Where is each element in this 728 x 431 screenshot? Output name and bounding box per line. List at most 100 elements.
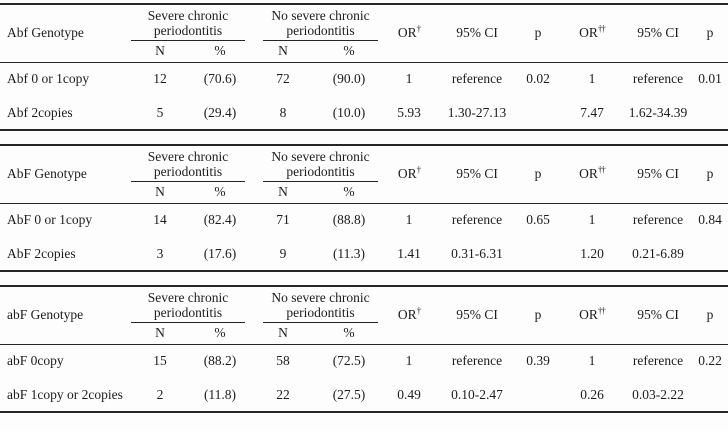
ci-crude-cell: reference [438, 202, 517, 237]
or-crude-cell: 1 [380, 61, 439, 96]
no-severe-n-cell: 58 [248, 343, 318, 378]
severe-n-cell: 2 [156, 386, 164, 402]
no-severe-pct-cell: (10.0) [332, 104, 366, 120]
or-adjusted-header: OR†† [579, 164, 606, 182]
table-row: AbF 0 or 1copy 14 (82.4) 71 (88.8) 1 ref… [0, 202, 728, 237]
dagger-icon: † [416, 164, 421, 175]
or-adjusted-cell: 1 [560, 61, 625, 96]
or-crude-cell: 5.93 [397, 104, 421, 120]
ci-crude-cell: reference [438, 61, 517, 96]
table-row: Abf 0 or 1copy 12 (70.6) 72 (90.0) 1 ref… [0, 61, 728, 96]
p-adjusted-cell [692, 96, 728, 130]
p-crude-header: p [534, 25, 542, 41]
header-row-groups: Abf Genotype Severe chronic periodontiti… [0, 4, 728, 41]
no-severe-n-cell: 8 [279, 104, 287, 120]
or-adjusted-cell: 1.20 [580, 245, 604, 261]
no-severe-group-header: No severe chronic periodontitis [248, 4, 380, 41]
p-adjusted-header: p [706, 25, 714, 41]
no-severe-pct-header: % [343, 43, 355, 59]
genotype-column-header: abF Genotype [7, 307, 84, 323]
table-row: Abf 2copies 5 (29.4) 8 (10.0) 5.93 1.30-… [0, 96, 728, 130]
no-severe-pct-cell: (90.0) [318, 61, 381, 96]
ci-crude-header: 95% CI [456, 307, 498, 323]
header-row-n-pct: N % N % [0, 323, 728, 344]
p-crude-cell: 0.02 [516, 61, 561, 96]
or-adjusted-cell: 0.26 [580, 386, 604, 402]
severe-group-header: Severe chronic periodontitis [128, 145, 248, 182]
ci-adjusted-cell: 0.03-2.22 [632, 386, 684, 402]
genotype-table-abf: Abf Genotype Severe chronic periodontiti… [0, 3, 728, 131]
genotype-table-abF: abF Genotype Severe chronic periodontiti… [0, 285, 728, 413]
or-crude-cell: 1 [380, 202, 439, 237]
severe-n-cell: 3 [156, 245, 164, 261]
p-crude-header: p [534, 307, 542, 323]
or-crude-cell: 0.49 [397, 386, 421, 402]
no-severe-n-cell: 22 [276, 386, 290, 402]
p-crude-cell: 0.65 [516, 202, 561, 237]
no-severe-n-cell: 9 [279, 245, 287, 261]
p-adjusted-cell [692, 378, 728, 412]
no-severe-pct-header: % [343, 184, 355, 200]
ci-adjusted-cell: 1.62-34.39 [628, 104, 688, 120]
severe-pct-cell: (82.4) [192, 202, 248, 237]
p-crude-cell [516, 96, 560, 130]
ci-adjusted-header: 95% CI [637, 307, 679, 323]
p-adjusted-cell: 0.22 [692, 343, 728, 378]
no-severe-pct-cell: (11.3) [332, 245, 366, 261]
table-row: AbF 2copies 3 (17.6) 9 (11.3) 1.41 0.31-… [0, 237, 728, 271]
genotype-cell: abF 0copy [0, 343, 128, 378]
no-severe-n-header: N [278, 184, 288, 200]
no-severe-group-header: No severe chronic periodontitis [248, 145, 380, 182]
severe-n-cell: 5 [156, 104, 164, 120]
no-severe-n-header: N [278, 325, 288, 341]
severe-pct-header: % [214, 184, 226, 200]
header-row-n-pct: N % N % [0, 182, 728, 203]
severe-pct-header: % [214, 43, 226, 59]
or-crude-cell: 1 [380, 343, 439, 378]
double-dagger-icon: †† [597, 305, 606, 316]
ci-adjusted-header: 95% CI [637, 166, 679, 182]
severe-n-header: N [155, 43, 165, 59]
ci-crude-cell: reference [438, 343, 517, 378]
genotype-cell: Abf 2copies [7, 104, 73, 120]
severe-n-cell: 12 [128, 61, 192, 96]
ci-crude-cell: 1.30-27.13 [447, 104, 507, 120]
genotype-cell: AbF 0 or 1copy [0, 202, 128, 237]
table-row: abF 1copy or 2copies 2 (11.8) 22 (27.5) … [0, 378, 728, 412]
severe-group-header: Severe chronic periodontitis [128, 286, 248, 323]
severe-pct-cell: (88.2) [192, 343, 248, 378]
severe-n-header: N [155, 184, 165, 200]
or-crude-cell: 1.41 [397, 245, 421, 261]
or-adjusted-cell: 1 [560, 202, 625, 237]
or-adjusted-cell: 7.47 [580, 104, 604, 120]
p-adjusted-cell: 0.01 [692, 61, 728, 96]
or-adjusted-header: OR†† [579, 305, 606, 323]
no-severe-pct-cell: (27.5) [332, 386, 366, 402]
severe-pct-cell: (17.6) [203, 245, 237, 261]
p-crude-cell [516, 378, 560, 412]
genotype-column-header: Abf Genotype [7, 25, 84, 41]
no-severe-n-header: N [278, 43, 288, 59]
ci-crude-header: 95% CI [456, 25, 498, 41]
no-severe-pct-cell: (72.5) [318, 343, 381, 378]
dagger-icon: † [416, 305, 421, 316]
ci-crude-cell: 0.10-2.47 [451, 386, 503, 402]
severe-group-header: Severe chronic periodontitis [128, 4, 248, 41]
paper-table-page: Abf Genotype Severe chronic periodontiti… [0, 3, 728, 413]
or-adjusted-cell: 1 [560, 343, 625, 378]
no-severe-n-cell: 72 [248, 61, 318, 96]
ci-adjusted-cell: reference [624, 61, 693, 96]
no-severe-pct-cell: (88.8) [318, 202, 381, 237]
or-crude-header: OR† [397, 164, 421, 182]
severe-n-header: N [155, 325, 165, 341]
severe-n-cell: 14 [128, 202, 192, 237]
p-crude-cell [516, 237, 560, 271]
genotype-column-header: AbF Genotype [7, 166, 87, 182]
p-crude-cell: 0.39 [516, 343, 561, 378]
p-adjusted-cell [692, 237, 728, 271]
dagger-icon: † [416, 23, 421, 34]
ci-crude-cell: 0.31-6.31 [451, 245, 503, 261]
severe-pct-cell: (70.6) [192, 61, 248, 96]
p-adjusted-header: p [706, 166, 714, 182]
ci-crude-header: 95% CI [456, 166, 498, 182]
